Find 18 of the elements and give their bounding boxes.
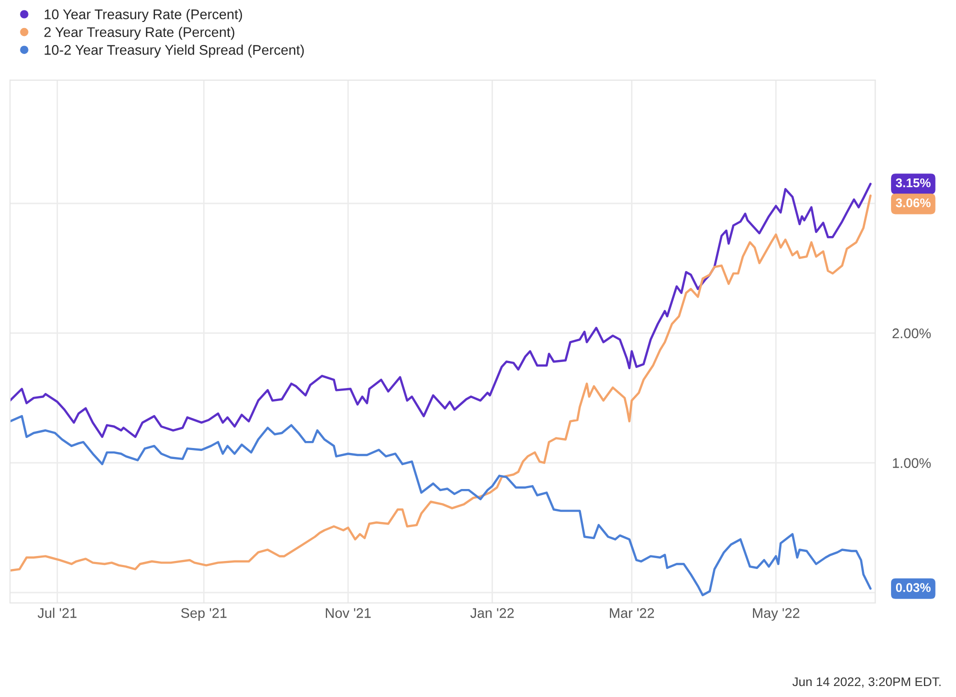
legend-label: 10 Year Treasury Rate (Percent) (44, 9, 242, 22)
annotation: 3.15% (896, 178, 931, 188)
line-series (10, 182, 872, 438)
x-tick-label: Nov '21 (326, 608, 371, 618)
x-tick-label: May '22 (752, 608, 800, 621)
legend-label: 10-2 Year Treasury Yield Spread (Percent) (44, 44, 304, 58)
text: Jun 14 2022, 3:20PM EDT. (792, 677, 941, 688)
x-tick-label: Jul '21 (38, 608, 76, 618)
y-tick-label: 2.00% (892, 328, 931, 338)
line-series (10, 415, 872, 596)
annotation: 0.03% (896, 583, 931, 592)
line-series (10, 194, 872, 572)
x-tick-label: Jan '22 (470, 608, 514, 618)
x-tick-label: Sep '21 (181, 608, 227, 621)
y-tick-label: 1.00% (892, 458, 931, 468)
x-tick-label: Mar '22 (610, 608, 654, 618)
legend-label: 2 Year Treasury Rate (Percent) (44, 26, 234, 40)
annotation: 3.06% (896, 198, 931, 208)
